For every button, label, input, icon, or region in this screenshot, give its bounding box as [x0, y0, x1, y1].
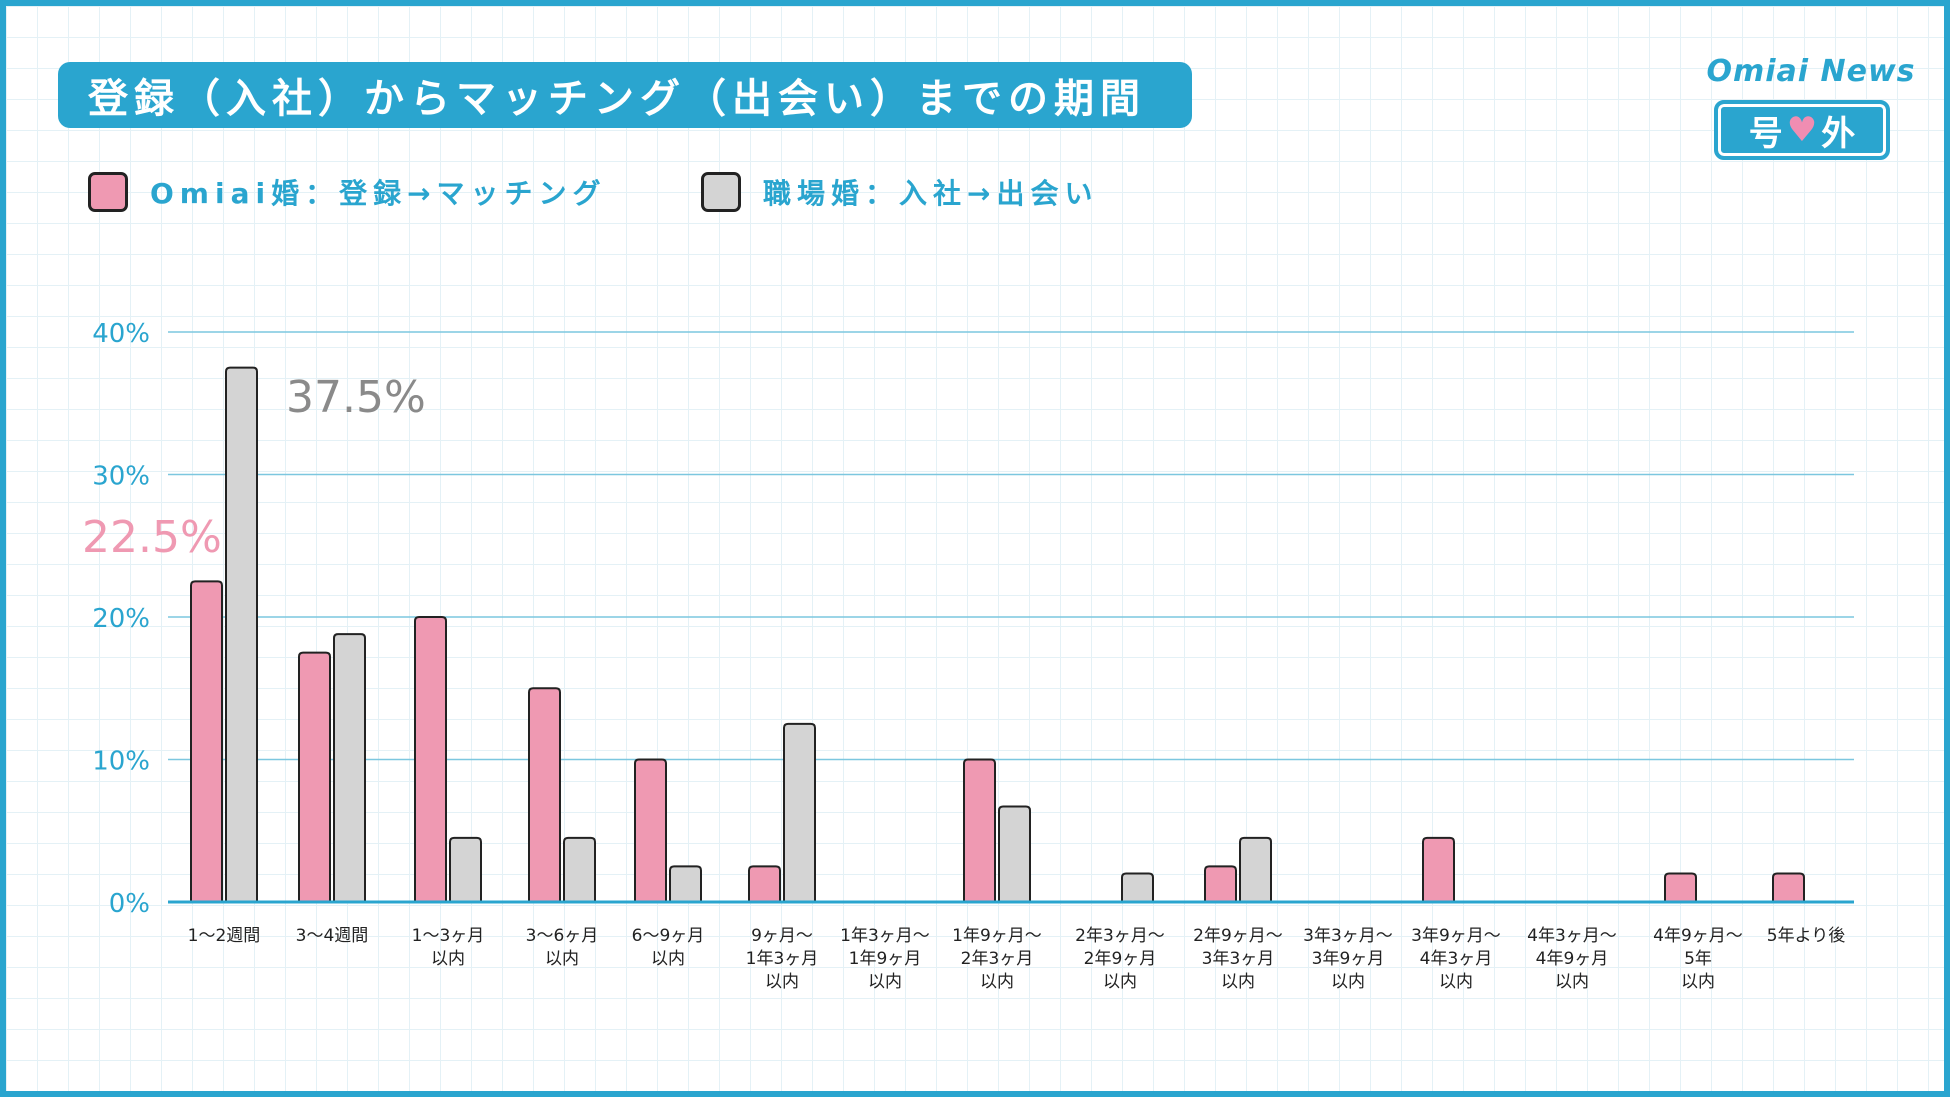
x-tick-label: 3〜4週間: [296, 926, 369, 946]
x-tick-label: 4年9ヶ月: [1536, 949, 1609, 969]
x-tick-label: 2年3ヶ月: [961, 949, 1034, 969]
bar-workplace: [1121, 872, 1154, 902]
x-tick-label: 1〜3ヶ月: [412, 926, 485, 946]
x-tick-label: 2年3ヶ月〜: [1075, 926, 1165, 946]
legend-item-omiai: Omiai婚：登録→マッチング: [88, 172, 607, 212]
x-tick-label: 以内: [1555, 972, 1589, 992]
x-tick-label: 2年9ヶ月〜: [1193, 926, 1283, 946]
data-label-workplace: 37.5%: [286, 372, 426, 423]
x-tick-label: 以内: [1331, 972, 1365, 992]
x-tick-label: 以内: [868, 972, 902, 992]
brand-badge-left: 号: [1748, 113, 1783, 154]
bar-workplace: [333, 633, 366, 902]
bar-workplace: [225, 366, 258, 902]
x-tick-label: 3年3ヶ月〜: [1303, 926, 1393, 946]
x-tick-label: 3年9ヶ月〜: [1411, 926, 1501, 946]
x-tick-label: 9ヶ月〜: [751, 926, 813, 946]
legend-swatch-omiai: [88, 172, 128, 212]
x-tick-label: 3〜6ヶ月: [526, 926, 599, 946]
heart-icon: ♥: [1786, 110, 1818, 150]
bar-workplace: [1239, 836, 1272, 902]
bar-omiai: [190, 580, 223, 902]
x-tick-label: 2年9ヶ月: [1084, 949, 1157, 969]
x-tick-label: 以内: [431, 949, 465, 969]
x-tick-label: 4年9ヶ月〜: [1653, 926, 1743, 946]
y-tick-label: 10%: [92, 747, 150, 777]
data-label-omiai: 22.5%: [82, 512, 222, 563]
legend-label-omiai: Omiai婚：登録→マッチング: [150, 177, 607, 210]
x-tick-label: 3年9ヶ月: [1312, 949, 1385, 969]
bar-workplace: [783, 722, 816, 902]
bar-omiai: [528, 687, 561, 902]
x-tick-label: 5年より後: [1767, 926, 1845, 946]
x-tick-label: 6〜9ヶ月: [632, 926, 705, 946]
x-tick-label: 以内: [1221, 972, 1255, 992]
bar-omiai: [414, 616, 447, 902]
bar-workplace: [563, 836, 596, 902]
x-tick-label: 1〜2週間: [188, 926, 261, 946]
x-tick-label: 以内: [1439, 972, 1473, 992]
bar-omiai: [1664, 872, 1697, 902]
bar-workplace: [669, 865, 702, 902]
x-tick-label: 3年3ヶ月: [1202, 949, 1275, 969]
y-tick-label: 0%: [109, 889, 150, 919]
x-tick-label: 以内: [1681, 972, 1715, 992]
title-banner: 登録（入社）からマッチング（出会い）までの期間: [58, 62, 1192, 128]
bar-omiai: [634, 758, 667, 902]
x-tick-label: 1年9ヶ月〜: [952, 926, 1042, 946]
x-tick-label: 以内: [545, 949, 579, 969]
bar-omiai: [1772, 872, 1805, 902]
legend-item-workplace: 職場婚：入社→出会い: [701, 172, 1098, 212]
bar-omiai: [748, 865, 781, 902]
y-tick-label: 20%: [92, 604, 150, 634]
x-tick-label: 以内: [980, 972, 1014, 992]
brand-badge-right: 外: [1821, 113, 1856, 154]
bar-workplace: [998, 805, 1031, 902]
x-tick-label: 以内: [651, 949, 685, 969]
x-tick-label: 1年3ヶ月〜: [840, 926, 930, 946]
bar-workplace: [449, 836, 482, 902]
x-tick-label: 以内: [1103, 972, 1137, 992]
x-tick-label: 以内: [765, 972, 799, 992]
brand-name: Omiai News: [1706, 54, 1916, 89]
bar-omiai: [1422, 836, 1455, 902]
bar-omiai: [298, 651, 331, 902]
y-tick-label: 30%: [92, 462, 150, 492]
x-tick-label: 4年3ヶ月〜: [1527, 926, 1617, 946]
bar-omiai: [963, 758, 996, 902]
bar-omiai: [1204, 865, 1237, 902]
x-tick-label: 4年3ヶ月: [1420, 949, 1493, 969]
y-tick-label: 40%: [92, 319, 150, 349]
legend-label-workplace: 職場婚：入社→出会い: [763, 177, 1099, 210]
x-tick-label: 1年3ヶ月: [746, 949, 819, 969]
brand-badge: 号 ♥ 外: [1714, 100, 1890, 160]
x-tick-label: 5年: [1684, 949, 1712, 969]
x-tick-label: 1年9ヶ月: [849, 949, 922, 969]
legend-swatch-workplace: [701, 172, 741, 212]
page-title: 登録（入社）からマッチング（出会い）までの期間: [88, 76, 1146, 122]
